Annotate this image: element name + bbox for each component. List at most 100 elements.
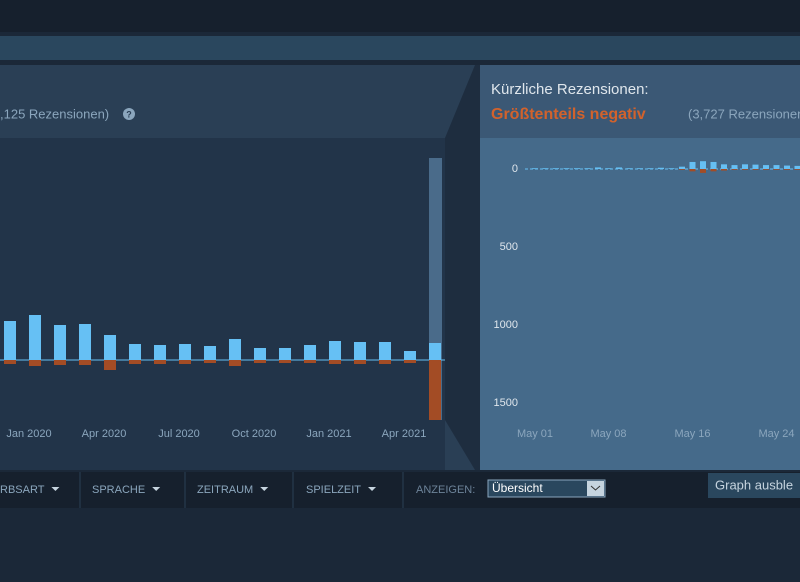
bar <box>104 360 116 370</box>
bar <box>700 169 706 173</box>
bar <box>742 169 748 170</box>
display-label: ANZEIGEN: <box>416 484 475 496</box>
filter-arrow <box>152 487 161 491</box>
bar <box>784 169 790 170</box>
bar <box>784 165 790 169</box>
bar <box>773 169 780 170</box>
x-tick-label: Oct 2020 <box>232 428 277 440</box>
bar <box>54 325 66 360</box>
bar <box>574 168 580 169</box>
bar <box>721 164 727 169</box>
x-tick-label: Jul 2020 <box>158 428 200 440</box>
bar <box>553 168 559 169</box>
select-arrow <box>590 485 601 491</box>
bar <box>29 360 41 366</box>
bar <box>689 169 696 172</box>
display-select[interactable] <box>487 479 606 498</box>
recent-count: (3,727 Rezensionen <box>688 106 800 121</box>
bar <box>79 360 91 365</box>
recent-rating: Größtenteils negativ <box>491 106 646 123</box>
overall-count: ,125 Rezensionen) <box>0 106 109 121</box>
bar <box>154 345 166 360</box>
bar <box>279 348 291 360</box>
bar <box>354 342 366 360</box>
bar <box>605 168 612 169</box>
bar <box>254 360 266 363</box>
x-tick-label: Apr 2021 <box>382 428 427 440</box>
bar <box>763 165 769 169</box>
bar <box>304 345 316 360</box>
bar <box>584 168 591 169</box>
bar <box>79 324 91 360</box>
filter-label: SPIELZEIT <box>306 484 361 496</box>
bar <box>689 161 696 169</box>
filter-arrow <box>368 487 377 491</box>
filter-arrow <box>260 487 269 491</box>
bar <box>404 360 416 363</box>
bar <box>404 351 416 360</box>
bar <box>616 167 622 169</box>
bar <box>304 360 316 363</box>
recent-label: Kürzliche Rezensionen: <box>491 81 649 98</box>
bar <box>668 168 675 169</box>
bar <box>595 167 601 169</box>
bar <box>204 360 216 363</box>
x-tick-label: May 08 <box>590 428 626 440</box>
bar <box>4 360 16 364</box>
display-value: Übersicht <box>492 481 543 495</box>
bar <box>710 161 717 169</box>
bar <box>637 168 643 169</box>
hide-button[interactable] <box>708 473 800 498</box>
filters: RBSART SPRACHE ZEITRAUM SPIELZEIT <box>0 472 404 508</box>
filter-bar <box>0 472 800 508</box>
bar <box>4 321 16 360</box>
bar <box>563 168 570 169</box>
y-tick-label: 1000 <box>494 319 518 331</box>
bar <box>329 360 341 364</box>
recent-chart-area <box>480 138 800 470</box>
bar <box>154 360 166 364</box>
bar <box>658 167 664 169</box>
bar <box>179 360 191 364</box>
y-tick-label: 0 <box>512 163 518 175</box>
bar <box>179 344 191 360</box>
x-tick-label: May 01 <box>517 428 553 440</box>
bar <box>794 165 800 169</box>
bar <box>710 169 717 172</box>
filter-label: RBSART <box>0 484 45 496</box>
bar <box>429 343 441 360</box>
bar <box>229 360 241 366</box>
y-tick-label: 1500 <box>494 397 518 409</box>
y-tick-label: 500 <box>500 241 518 253</box>
filter-label: SPRACHE <box>92 484 145 496</box>
bar <box>679 166 685 169</box>
bar <box>763 169 769 170</box>
nav-band <box>0 36 800 60</box>
bar <box>752 164 759 169</box>
bar <box>129 344 141 360</box>
bar <box>700 161 706 169</box>
x-tick-label: May 24 <box>758 428 794 440</box>
bar <box>204 346 216 360</box>
x-tick-label: May 16 <box>674 428 710 440</box>
select-arrow-box <box>587 481 604 496</box>
bar <box>542 168 549 169</box>
help-icon[interactable] <box>123 108 135 120</box>
x-tick-label: Jan 2021 <box>306 428 351 440</box>
bar <box>379 342 391 360</box>
top-bar <box>0 0 800 32</box>
bar <box>29 315 41 360</box>
x-tick-label: Apr 2020 <box>82 428 127 440</box>
divider <box>445 65 480 470</box>
overall-chart-area <box>0 138 445 470</box>
bar <box>679 169 685 170</box>
bar <box>379 360 391 364</box>
hide-button-label: Graph ausble <box>715 477 793 492</box>
bar <box>752 169 759 170</box>
bar <box>731 169 738 170</box>
bar <box>329 341 341 360</box>
bar <box>731 165 738 169</box>
x-tick-label: Jan 2020 <box>6 428 51 440</box>
bar <box>647 168 654 169</box>
